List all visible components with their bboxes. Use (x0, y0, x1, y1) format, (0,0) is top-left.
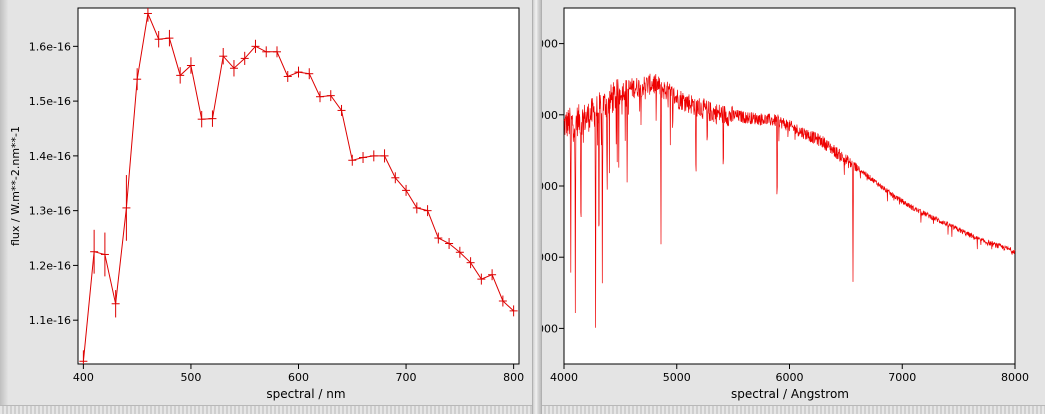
left-plot-panel: 400 500 600 700 800 1.1e-16 1.2e-16 1.3e-16 1.4e… (0, 0, 532, 414)
right-x-tick-label: 5000 (663, 371, 691, 384)
panel-left-edge (0, 0, 8, 406)
right-chart[interactable]: 4000 5000 6000 7000 8000 000 000 000 000 000 spec… (542, 0, 1045, 414)
right-y-tick-label: 000 (542, 109, 558, 122)
right-x-tick-label: 8000 (1001, 371, 1029, 384)
left-x-tick-label: 400 (73, 371, 94, 384)
left-y-tick-label: 1.2e-16 (29, 259, 71, 272)
left-y-tick-label: 1.6e-16 (29, 40, 71, 53)
left-x-axis-label: spectral / nm (266, 387, 345, 401)
left-y-tick-label: 1.4e-16 (29, 150, 71, 163)
left-chart[interactable]: 400 500 600 700 800 1.1e-16 1.2e-16 1.3e-16 1.4e… (0, 0, 532, 414)
right-y-tick-label: 000 (542, 322, 558, 335)
right-x-tick-label: 4000 (550, 371, 578, 384)
flux-series-line (82, 11, 514, 362)
left-x-tick-label: 700 (396, 371, 417, 384)
left-plot-area[interactable] (77, 7, 520, 365)
right-x-tick-label: 6000 (776, 371, 804, 384)
right-plot-panel: 4000 5000 6000 7000 8000 000 000 000 000 000 spec… (542, 0, 1045, 414)
spectrum-series-line (563, 73, 1016, 328)
left-x-tick-label: 600 (288, 371, 309, 384)
left-y-axis-label: flux / W.m**-2.nm**-1 (9, 126, 22, 246)
right-x-tick-label: 7000 (888, 371, 916, 384)
left-y-tick-label: 1.3e-16 (29, 205, 71, 218)
right-y-tick-label: 000 (542, 251, 558, 264)
right-plot-area[interactable] (563, 7, 1016, 365)
right-y-tick-label: 000 (542, 38, 558, 51)
split-pane-divider[interactable] (532, 0, 542, 414)
left-x-tick-label: 800 (503, 371, 524, 384)
right-x-axis-label: spectral / Angstrom (731, 387, 849, 401)
left-y-tick-label: 1.1e-16 (29, 314, 71, 327)
left-x-tick-label: 500 (180, 371, 201, 384)
left-y-tick-label: 1.5e-16 (29, 95, 71, 108)
left-panel-scrollbar[interactable] (0, 405, 532, 414)
right-y-tick-label: 000 (542, 180, 558, 193)
right-panel-scrollbar[interactable] (542, 405, 1045, 414)
